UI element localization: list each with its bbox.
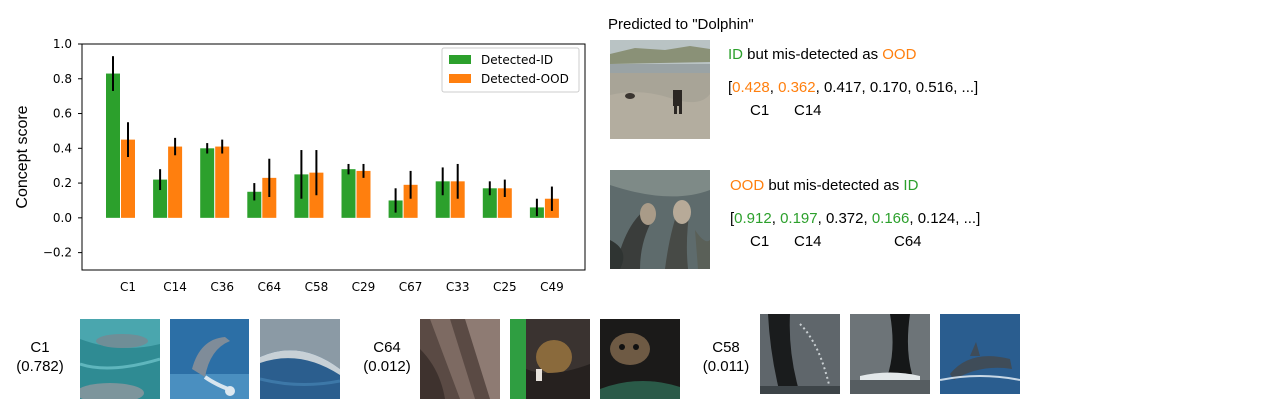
bar-detected-ood — [168, 146, 183, 218]
case1-mid-text: but mis-detected as — [743, 46, 883, 63]
legend: Detected-ID Detected-OOD — [441, 47, 580, 93]
concept-c1-score: (0.782) — [16, 358, 64, 375]
concept-c58-score: (0.011) — [702, 358, 750, 375]
case1-sep: , — [769, 79, 779, 96]
case2-score-c1: 0.912 — [734, 210, 772, 227]
case2-ood-word: OOD — [730, 177, 765, 194]
y-tick-label: 0.2 — [53, 176, 72, 190]
concept-c58-label: C58 (0.011) — [694, 338, 758, 376]
x-tick-label: C49 — [540, 280, 564, 294]
x-tick-label: C25 — [493, 280, 517, 294]
concept-c64-name: C64 — [373, 339, 401, 356]
concept-c64-label: C64 (0.012) — [355, 338, 419, 376]
concept-c64-image-2 — [510, 319, 590, 399]
case2-score-c64: 0.166 — [871, 210, 910, 227]
concept-c58-image-2 — [850, 314, 930, 394]
y-tick-label: 1.0 — [53, 37, 72, 51]
legend-label-ood: Detected-OOD — [481, 72, 569, 86]
x-tick-label: C14 — [163, 280, 187, 294]
y-tick-label: 0.6 — [53, 107, 72, 121]
case1-score-c14: 0.362 — [778, 79, 816, 96]
legend-label-id: Detected-ID — [481, 53, 553, 67]
case1-heading: ID but mis-detected as OOD — [728, 46, 916, 63]
x-tick-label: C33 — [446, 280, 470, 294]
bar-detected-ood — [403, 184, 418, 218]
concept-c1-image-3 — [260, 319, 340, 399]
concept-c1-name: C1 — [30, 339, 50, 356]
bar-detected-ood — [215, 146, 230, 218]
bar-detected-ood — [121, 139, 135, 218]
x-tick-label: C64 — [257, 280, 281, 294]
concept-c58-image-1 — [760, 314, 840, 394]
beach-dog-image — [610, 40, 710, 139]
concept-c58-name: C58 — [712, 339, 740, 356]
y-tick-label: 0.0 — [53, 211, 72, 225]
case2-sep: , — [771, 210, 781, 227]
bar-detected-id — [247, 191, 262, 218]
case1-score-c1: 0.428 — [732, 79, 770, 96]
legend-swatch-id — [449, 55, 471, 64]
case2-mid-text: but mis-detected as — [764, 177, 904, 194]
bar-detected-ood — [497, 188, 512, 218]
case1-label-c14: C14 — [794, 102, 822, 119]
case1-rest: , 0.417, 0.170, 0.516, ...] — [815, 79, 979, 96]
bar-detected-id — [106, 73, 120, 218]
x-tick-label: C58 — [305, 280, 329, 294]
prediction-title: Predicted to "Dolphin" — [608, 16, 754, 33]
case2-label-c14: C14 — [794, 233, 822, 250]
case1-open-bracket: [ — [728, 79, 733, 96]
concept-c1-image-2 — [170, 319, 249, 399]
case1-scores: [0.428, 0.362, 0.417, 0.170, 0.516, ...] — [728, 79, 978, 96]
bar-detected-ood — [262, 177, 277, 218]
bar-detected-id — [435, 181, 450, 218]
bar-detected-ood — [356, 170, 371, 218]
y-tick-label: 0.8 — [53, 72, 72, 86]
case2-heading: OOD but mis-detected as ID — [730, 177, 918, 194]
x-tick-label: C1 — [120, 280, 136, 294]
case2-label-c64: C64 — [894, 233, 922, 250]
concept-score-chart: 1.0 0.8 0.6 0.4 0.2 0.0 −0.2 C1 C14 C36 C64 C58 C29 C… — [14, 37, 586, 294]
bar-detected-ood — [450, 181, 465, 218]
case1-label-c1: C1 — [750, 102, 770, 119]
concept-c64-score: (0.012) — [363, 358, 411, 375]
bar-detected-id — [153, 179, 168, 218]
case2-score-c14: 0.197 — [780, 210, 818, 227]
bar-detected-id — [482, 188, 497, 218]
concept-c64-image-3 — [600, 319, 680, 399]
case2-scores: [0.912, 0.197, 0.372, 0.166, 0.124, ...] — [730, 210, 980, 227]
y-tick-label: 0.4 — [53, 141, 72, 155]
y-axis-label: Concept score — [14, 105, 31, 208]
underwater-feet-image — [610, 170, 710, 269]
case2-id-word: ID — [903, 177, 919, 194]
case2-open-bracket: [ — [730, 210, 735, 227]
x-tick-label: C29 — [352, 280, 376, 294]
x-tick-label: C36 — [210, 280, 234, 294]
x-tick-label: C67 — [399, 280, 423, 294]
bar-detected-id — [200, 148, 215, 218]
plot-frame — [81, 43, 586, 271]
case1-ood-word: OOD — [882, 46, 917, 63]
legend-swatch-ood — [449, 74, 471, 83]
case2-rest: , 0.124, ...] — [909, 210, 981, 227]
case2-mid: , 0.372, — [817, 210, 872, 227]
case2-label-c1: C1 — [750, 233, 770, 250]
concept-c1-label: C1 (0.782) — [8, 338, 72, 376]
concept-c64-image-1 — [420, 319, 500, 399]
concept-c1-image-1 — [80, 319, 160, 399]
bar-detected-id — [341, 169, 356, 218]
case1-id-word: ID — [728, 46, 743, 63]
y-tick-label: −0.2 — [43, 246, 72, 260]
concept-c58-image-3 — [940, 314, 1020, 394]
